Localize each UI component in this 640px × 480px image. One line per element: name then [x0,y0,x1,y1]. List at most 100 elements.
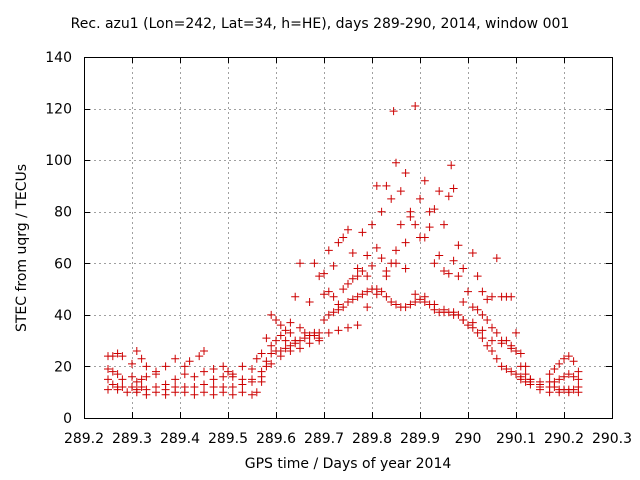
data-point [118,352,127,361]
data-point [555,359,564,368]
data-point [123,388,132,397]
data-point [132,377,141,386]
data-point [137,383,146,392]
data-point [281,326,290,335]
data-point [344,225,352,234]
data-point [430,205,439,214]
data-point [209,375,218,384]
data-point [281,344,290,353]
data-point [550,365,559,374]
data-point [248,365,256,374]
data-point [478,334,487,343]
data-point [492,254,501,263]
data-point [108,367,117,376]
data-point [545,388,554,397]
data-point [555,388,564,397]
data-point [459,316,468,325]
x-tick-label: 289.4 [160,431,200,447]
data-point [435,251,444,260]
data-point [305,339,314,348]
data-point [348,295,357,304]
data-point [492,354,501,363]
data-point [454,272,463,281]
data-point [401,238,410,247]
data-point [358,290,367,299]
data-point [516,349,525,358]
data-point [137,375,146,384]
data-point [478,287,487,296]
data-point [507,344,516,353]
data-point [449,256,458,265]
y-tick-label: 40 [54,308,72,324]
x-tick-label: 289.9 [400,431,440,447]
data-point [430,300,439,309]
data-point [219,372,228,381]
data-point [257,349,266,358]
data-point [195,352,204,361]
data-point [420,176,429,185]
data-point [113,349,122,358]
data-point [137,354,146,363]
data-point [224,367,232,376]
data-point [488,336,496,345]
data-point [171,388,180,397]
y-tick-label: 20 [54,359,72,375]
data-point [262,362,271,371]
data-point [473,272,482,281]
data-point [296,336,304,345]
data-point [449,184,458,193]
data-point [440,220,448,229]
data-point [248,390,256,399]
data-point [209,390,218,399]
data-point [238,380,247,389]
data-point [420,292,429,301]
data-point [377,287,386,296]
plot-frame [84,57,613,419]
data-point [320,290,328,299]
data-point [142,362,151,371]
y-tick-label: 100 [45,153,72,169]
data-point [315,336,324,345]
x-tick-label: 289.6 [256,431,296,447]
data-point [320,316,328,325]
data-point [507,292,516,301]
data-point [478,310,487,319]
data-point [574,367,583,376]
data-point [401,264,410,273]
data-point [334,238,343,247]
data-point [358,267,367,276]
data-point [377,254,386,263]
data-point [190,383,199,392]
data-point [564,352,573,361]
data-point [257,377,266,386]
data-point [281,336,290,345]
data-point [339,233,348,242]
data-point [152,388,160,397]
data-point [382,292,391,301]
data-point [382,181,391,190]
data-point [536,385,544,394]
data-point [324,287,333,296]
data-point [180,370,189,379]
data-point [435,187,444,196]
data-point [497,362,506,371]
data-point [512,328,520,337]
x-tick-label: 289.2 [64,431,104,447]
y-tick-label: 120 [45,102,72,118]
data-point [190,390,199,399]
data-point [564,370,573,379]
data-point [334,305,343,314]
y-tick-label: 140 [45,50,72,66]
data-point [488,292,496,301]
data-point [267,349,276,358]
y-tick-label: 0 [63,411,72,427]
data-point [296,323,304,332]
data-point [483,295,492,304]
data-point [238,388,247,397]
data-point [560,354,568,363]
data-point [425,207,434,216]
data-point [291,339,300,348]
data-point [555,375,564,384]
data-point [228,390,237,399]
data-point [353,272,362,281]
